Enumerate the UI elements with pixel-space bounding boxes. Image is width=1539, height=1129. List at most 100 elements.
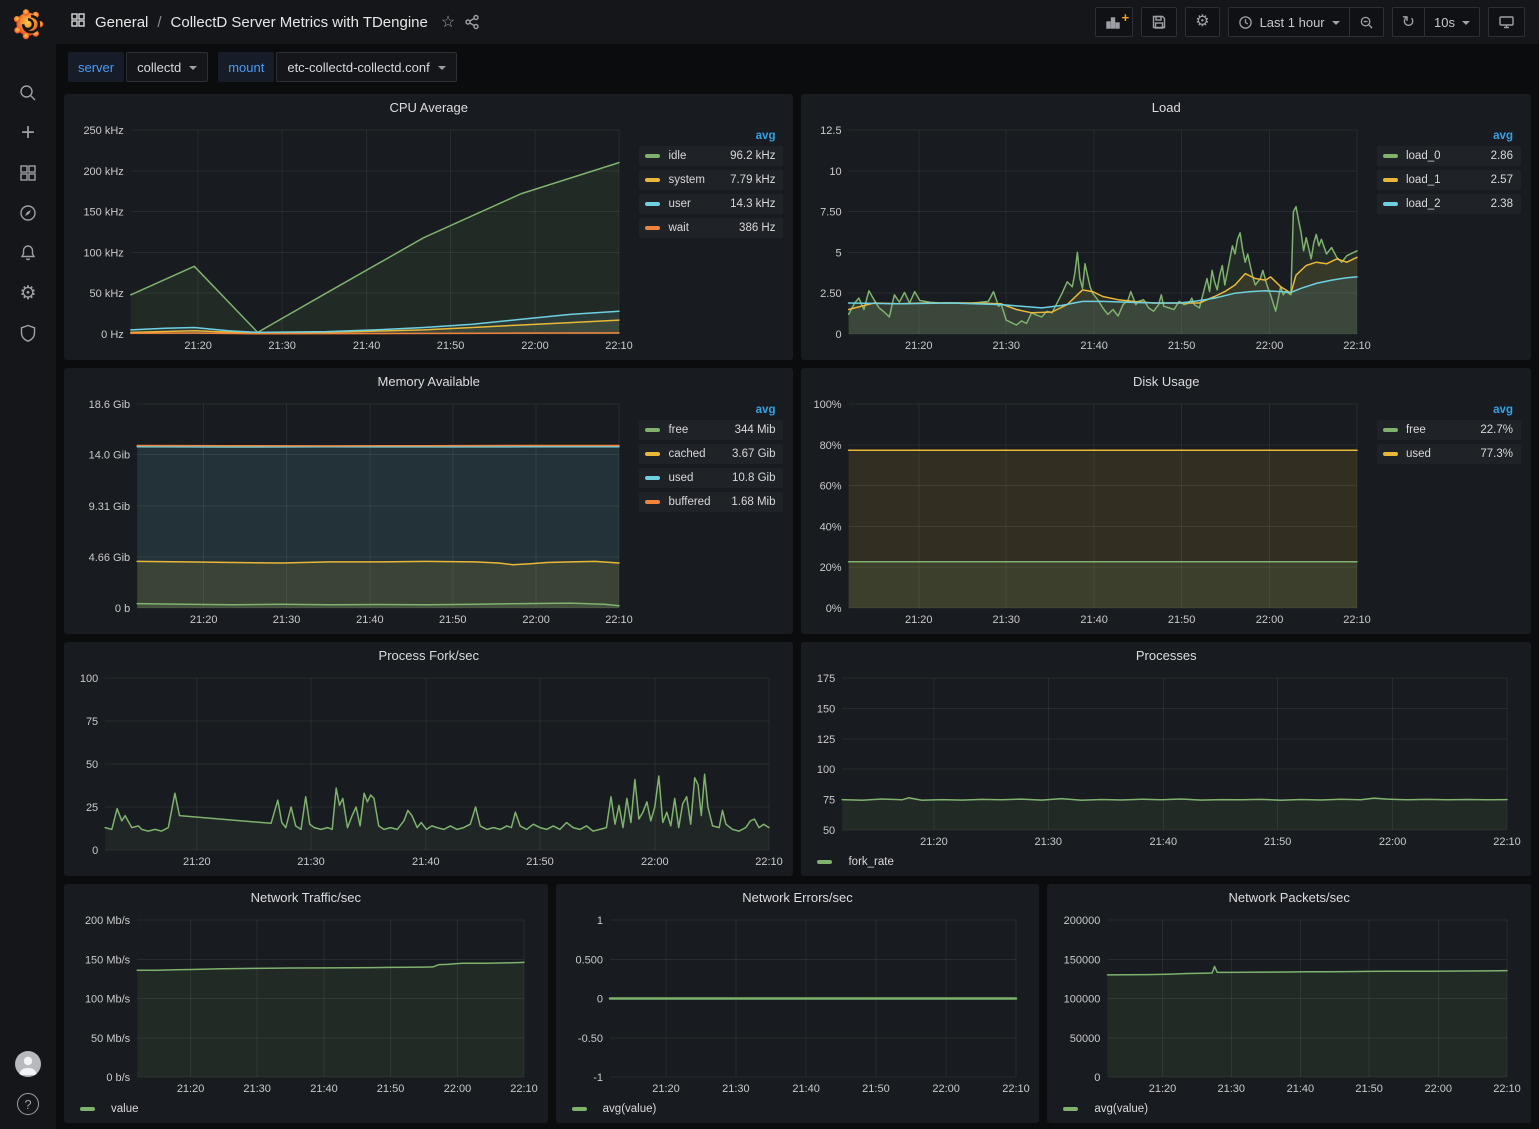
dashboard-settings-button[interactable]: ⚙: [1185, 7, 1219, 37]
time-range-button[interactable]: Last 1 hour: [1229, 8, 1349, 36]
series-avg-value: 77.3%: [1480, 448, 1513, 460]
user-avatar[interactable]: [15, 1051, 41, 1077]
panel-title-text: CPU Average: [389, 100, 468, 115]
chart-memory-available[interactable]: 21:2021:3021:4021:5022:0022:100 b4.66 Gi…: [70, 394, 635, 630]
chart-network-packets[interactable]: 21:2021:3021:4021:5022:0022:100500001000…: [1053, 910, 1523, 1099]
svg-text:-1: -1: [593, 1072, 603, 1084]
grafana-logo-icon[interactable]: [11, 6, 45, 40]
legend-header-avg[interactable]: avg: [1377, 404, 1521, 420]
search-icon[interactable]: [8, 80, 48, 106]
series-name[interactable]: fork_rate: [848, 856, 893, 868]
legend-disk-usage: avgfree22.7% used77.3%: [1373, 394, 1523, 630]
panel-title[interactable]: Network Errors/sec: [556, 884, 1040, 910]
svg-text:100%: 100%: [814, 399, 842, 411]
svg-text:100: 100: [80, 673, 98, 685]
svg-text:21:40: 21:40: [1081, 340, 1109, 352]
chart-processes[interactable]: 21:2021:3021:4021:5022:0022:105075100125…: [807, 668, 1523, 852]
dashboards-grid-icon[interactable]: [8, 160, 48, 186]
svg-text:0 b/s: 0 b/s: [106, 1072, 130, 1084]
zoom-out-button[interactable]: [1349, 8, 1383, 36]
page-title[interactable]: CollectD Server Metrics with TDengine: [171, 14, 428, 31]
panel-title[interactable]: CPU Average: [64, 94, 793, 120]
svg-text:0: 0: [597, 994, 603, 1006]
legend-item-buffered[interactable]: buffered1.68 Mib: [639, 492, 783, 512]
svg-text:22:00: 22:00: [1256, 340, 1284, 352]
series-name: buffered: [668, 496, 710, 508]
svg-text:21:20: 21:20: [183, 856, 211, 868]
legend-item-wait[interactable]: wait386 Hz: [639, 218, 783, 238]
chart-network-errors[interactable]: 21:2021:3021:4021:5022:0022:10-1-0.5000.…: [562, 910, 1032, 1099]
clock-icon: [1238, 15, 1253, 30]
legend-item-cached[interactable]: cached3.67 Gib: [639, 444, 783, 464]
series-name[interactable]: avg(value): [603, 1103, 657, 1115]
series-name[interactable]: value: [111, 1103, 139, 1115]
star-icon[interactable]: ☆: [441, 12, 455, 32]
share-icon[interactable]: [464, 14, 480, 30]
create-plus-icon[interactable]: +: [8, 120, 48, 146]
legend-network-errors: avg(value): [562, 1099, 1032, 1119]
gear-icon: ⚙: [1195, 14, 1209, 30]
legend-item-user[interactable]: user14.3 kHz: [639, 194, 783, 214]
tv-mode-button[interactable]: [1488, 7, 1525, 37]
panel-title[interactable]: Memory Available: [64, 368, 793, 394]
explore-compass-icon[interactable]: [8, 200, 48, 226]
chart-load[interactable]: 21:2021:3021:4021:5022:0022:1002.5057.50…: [807, 120, 1373, 356]
legend-item-free[interactable]: free344 Mib: [639, 420, 783, 440]
series-color-dash-icon: [645, 500, 660, 504]
panel-process-fork: Process Fork/sec 21:2021:3021:4021:5022:…: [64, 642, 793, 876]
help-icon[interactable]: ?: [17, 1093, 39, 1115]
svg-text:22:00: 22:00: [1256, 614, 1284, 626]
add-panel-button[interactable]: +: [1095, 7, 1133, 37]
configuration-gear-icon[interactable]: ⚙: [8, 280, 48, 306]
variable-select-mount[interactable]: etc-collectd-collectd.conf: [276, 52, 456, 82]
variable-select-server[interactable]: collectd: [126, 52, 208, 82]
panel-title[interactable]: Network Traffic/sec: [64, 884, 548, 910]
svg-text:21:20: 21:20: [184, 340, 212, 352]
svg-text:21:30: 21:30: [993, 340, 1021, 352]
legend-item-load_2[interactable]: load_22.38: [1377, 194, 1521, 214]
variables-bar: server collectd mount etc-collectd-colle…: [56, 44, 1539, 90]
legend-header-avg[interactable]: avg: [639, 130, 783, 146]
series-color-dash-icon: [645, 154, 660, 158]
svg-text:21:30: 21:30: [268, 340, 296, 352]
legend-item-load_1[interactable]: load_12.57: [1377, 170, 1521, 190]
panel-title[interactable]: Disk Usage: [801, 368, 1531, 394]
series-avg-value: 344 Mib: [735, 424, 776, 436]
svg-text:21:50: 21:50: [1264, 836, 1292, 848]
alerting-bell-icon[interactable]: [8, 240, 48, 266]
svg-text:22:10: 22:10: [510, 1083, 538, 1095]
svg-text:22:00: 22:00: [932, 1083, 960, 1095]
refresh-button[interactable]: ↻: [1393, 8, 1424, 36]
chevron-down-icon: [1462, 21, 1470, 25]
series-name: cached: [668, 448, 705, 460]
save-dashboard-button[interactable]: [1141, 7, 1177, 37]
legend-header-avg[interactable]: avg: [1377, 130, 1521, 146]
breadcrumb-folder[interactable]: General: [95, 14, 148, 31]
refresh-interval-button[interactable]: 10s: [1424, 8, 1479, 36]
server-admin-shield-icon[interactable]: [8, 320, 48, 346]
chevron-down-icon: [189, 66, 197, 70]
panel-title[interactable]: Network Packets/sec: [1047, 884, 1531, 910]
chart-cpu-average[interactable]: 21:2021:3021:4021:5022:0022:100 Hz50 kHz…: [70, 120, 635, 356]
legend-item-used[interactable]: used10.8 Gib: [639, 468, 783, 488]
series-name[interactable]: avg(value): [1094, 1103, 1148, 1115]
svg-text:21:20: 21:20: [905, 614, 933, 626]
panel-title[interactable]: Processes: [801, 642, 1531, 668]
panel-memory-available: Memory Available 21:2021:3021:4021:5022:…: [64, 368, 793, 634]
variable-value: etc-collectd-collectd.conf: [287, 60, 429, 75]
legend-item-idle[interactable]: idle96.2 kHz: [639, 146, 783, 166]
svg-text:18.6 Gib: 18.6 Gib: [89, 399, 131, 411]
legend-header-avg[interactable]: avg: [639, 404, 783, 420]
panel-title[interactable]: Load: [801, 94, 1531, 120]
chart-network-traffic[interactable]: 21:2021:3021:4021:5022:0022:100 b/s50 Mb…: [70, 910, 540, 1099]
legend-item-used[interactable]: used77.3%: [1377, 444, 1521, 464]
legend-item-free[interactable]: free22.7%: [1377, 420, 1521, 440]
svg-text:22:10: 22:10: [1494, 836, 1522, 848]
variable-label-server: server: [68, 52, 124, 82]
panel-title[interactable]: Process Fork/sec: [64, 642, 793, 668]
svg-text:9.31 Gib: 9.31 Gib: [89, 501, 131, 513]
legend-item-system[interactable]: system7.79 kHz: [639, 170, 783, 190]
legend-item-load_0[interactable]: load_02.86: [1377, 146, 1521, 166]
chart-disk-usage[interactable]: 21:2021:3021:4021:5022:0022:100%20%40%60…: [807, 394, 1373, 630]
chart-process-fork[interactable]: 21:2021:3021:4021:5022:0022:100255075100: [70, 668, 785, 872]
